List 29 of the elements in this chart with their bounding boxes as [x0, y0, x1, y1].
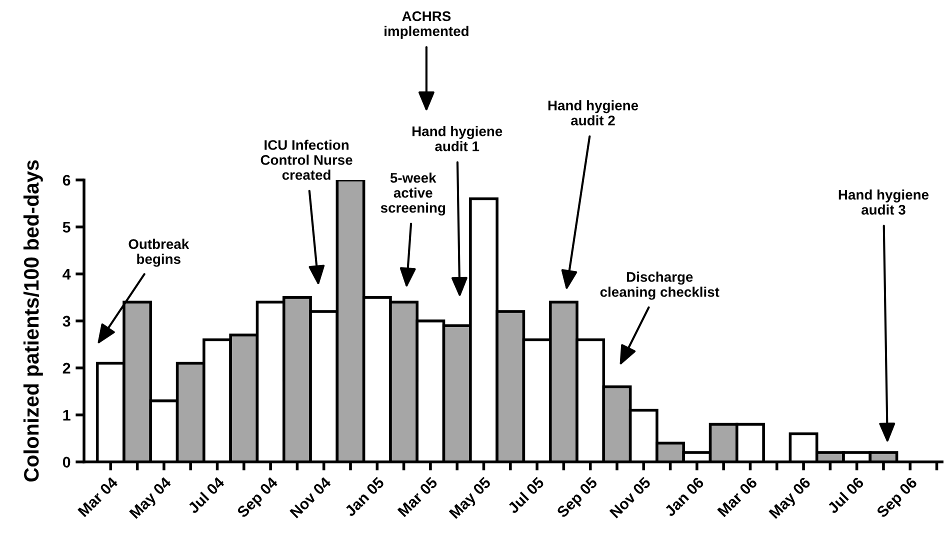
x-tick-label: Jul 06: [826, 476, 864, 514]
text: Hand hygiene audit 1: [412, 126, 502, 152]
y-tick-label: 2: [62, 362, 70, 374]
x-tick-label: Nov 04: [289, 476, 332, 518]
y-tick-label: 5: [62, 222, 70, 233]
x-tick-label: Nov 05: [609, 476, 652, 518]
text: ACHRS implemented: [384, 11, 468, 39]
x-tick-label: Sep 06: [876, 476, 920, 520]
y-tick-label: 4: [62, 268, 71, 280]
text: ICU Infection Control Nurse created: [260, 140, 352, 180]
x-tick-label: Mar 05: [397, 476, 438, 518]
x-tick-label: Mar 06: [717, 476, 758, 518]
x-tick-label: Jul 04: [186, 476, 226, 514]
y-tick-label: 1: [63, 410, 70, 420]
annotation: Hand hygiene audit 3: [838, 189, 929, 215]
y-tick-label: 6: [62, 174, 70, 186]
x-tick-label: Jan 06: [664, 476, 704, 518]
annotation: Outbreak begins: [128, 238, 190, 267]
annotation: 5-week active screening: [380, 172, 446, 216]
x-tick-label: Mar 04: [77, 476, 119, 518]
x-tick-label: Jan 05: [344, 476, 385, 518]
y-axis-title: Colonized patients/100 bed-days: [23, 160, 43, 482]
x-tick-label: Sep 04: [236, 476, 281, 520]
x-tick-label: Jul 05: [506, 476, 545, 514]
text: Hand hygiene audit 2: [548, 100, 638, 126]
y-tick-label: 0: [62, 456, 70, 468]
x-tick-label: Sep 05: [556, 476, 600, 520]
annotation: Discharge cleaning checklist: [600, 272, 720, 300]
y-tick-label: 3: [62, 316, 70, 327]
